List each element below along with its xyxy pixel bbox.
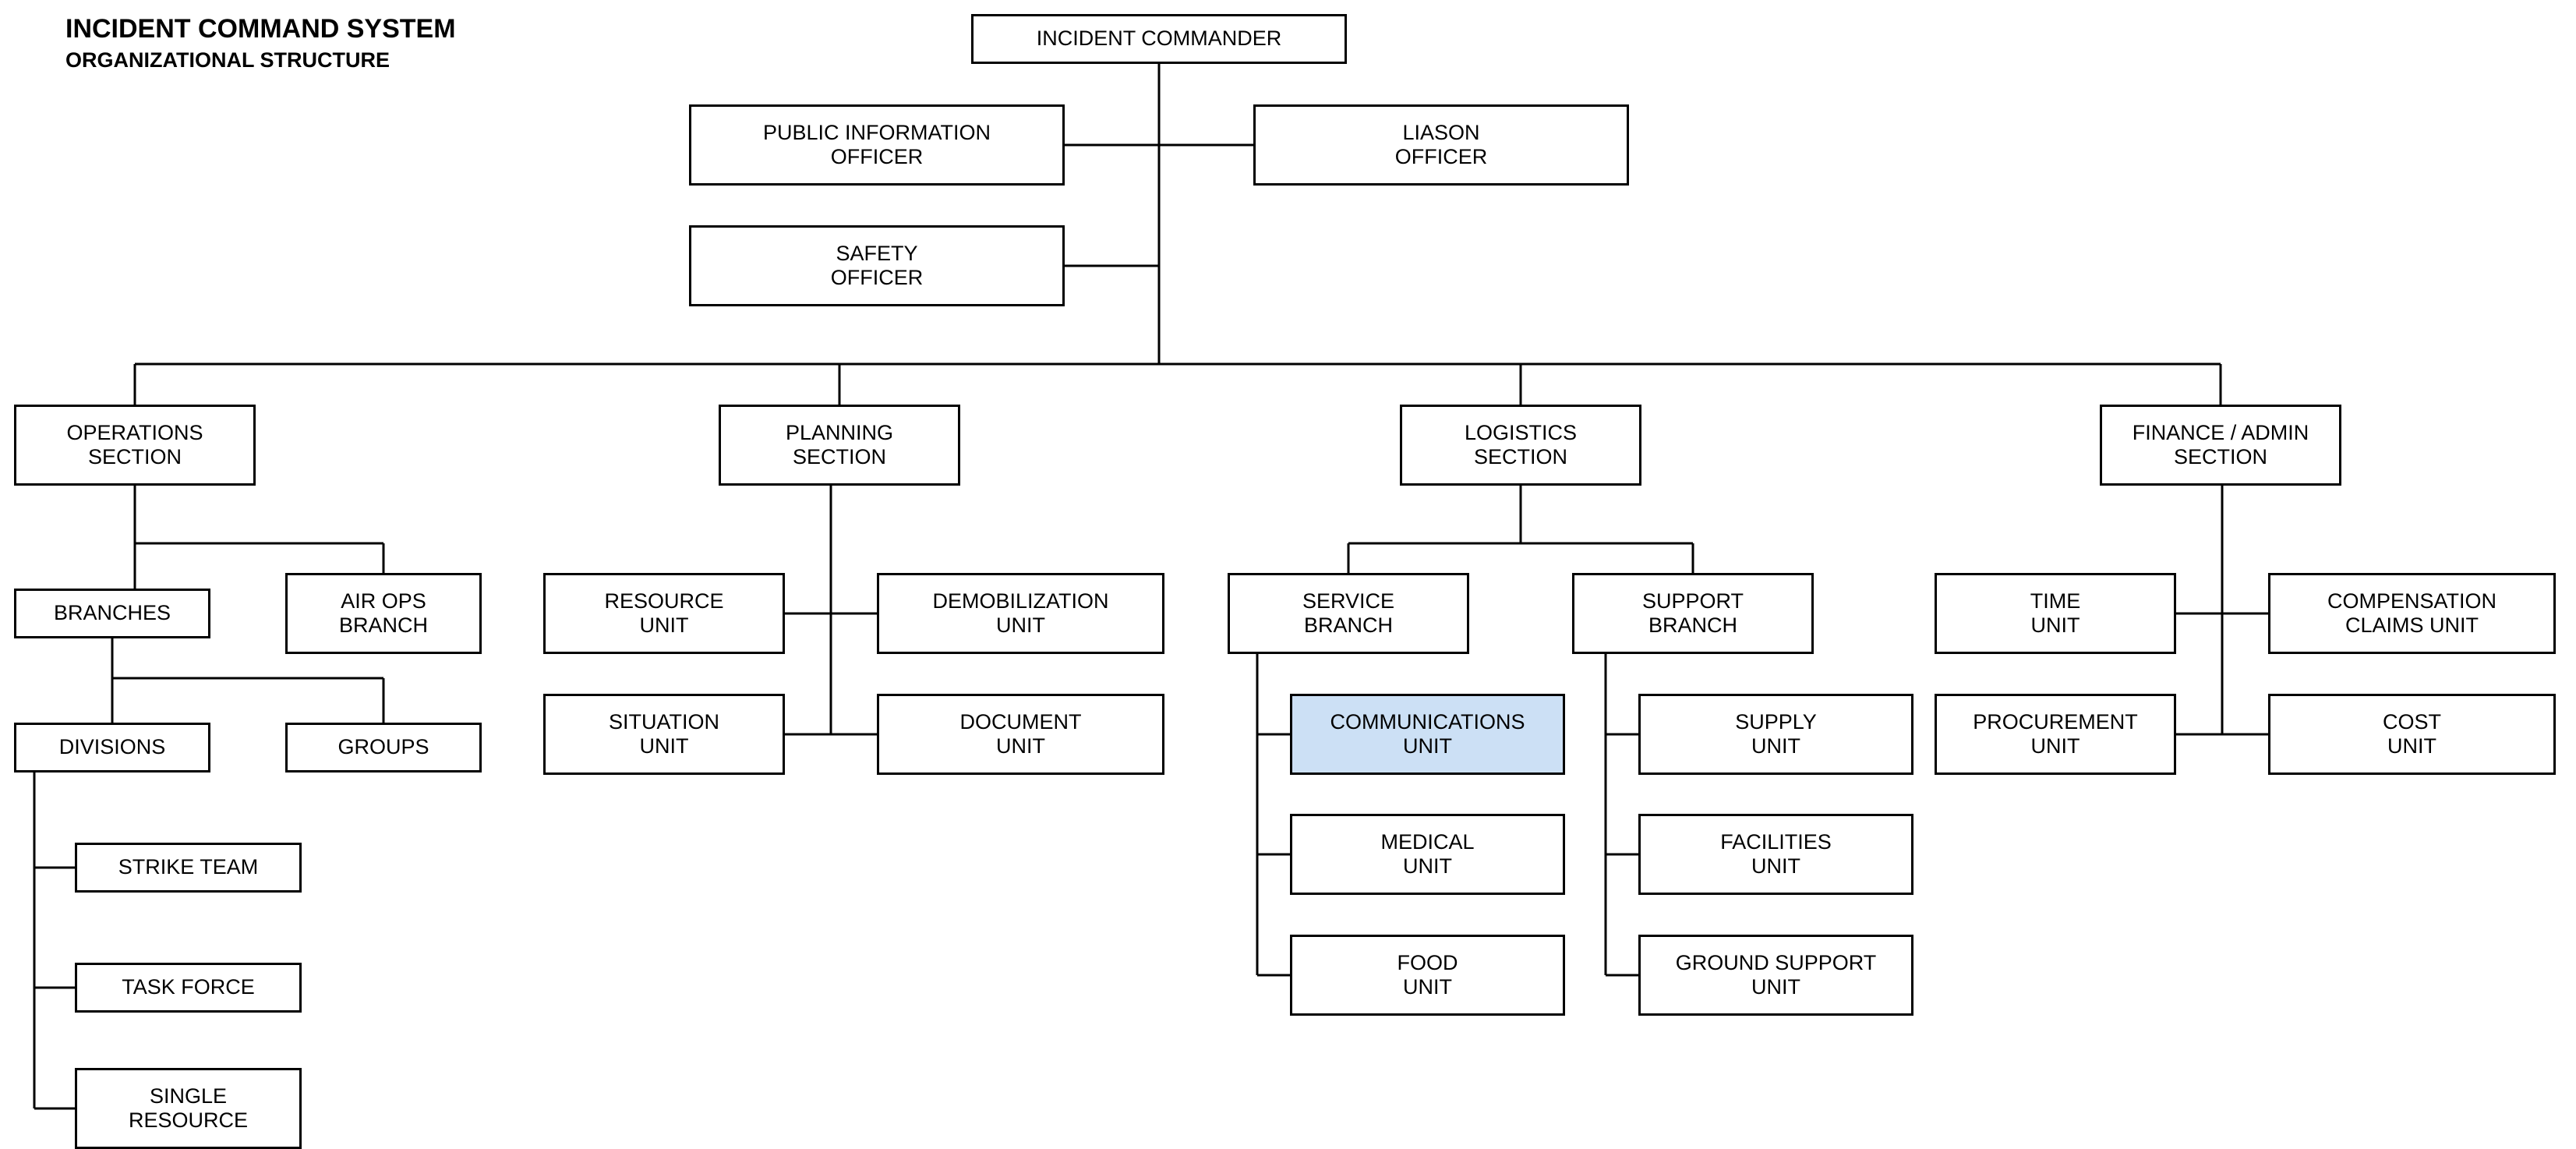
org-node-liaison-officer: LIASON OFFICER (1253, 104, 1629, 186)
org-node-medical-unit: MEDICAL UNIT (1290, 814, 1565, 895)
org-node-operations-section: OPERATIONS SECTION (14, 405, 256, 486)
org-node-incident-commander: INCIDENT COMMANDER (971, 14, 1347, 64)
org-node-planning-section: PLANNING SECTION (719, 405, 960, 486)
org-node-supply-unit: SUPPLY UNIT (1638, 694, 1913, 775)
org-node-communications-unit: COMMUNICATIONS UNIT (1290, 694, 1565, 775)
org-node-public-info-officer: PUBLIC INFORMATION OFFICER (689, 104, 1065, 186)
org-node-food-unit: FOOD UNIT (1290, 935, 1565, 1016)
org-node-time-unit: TIME UNIT (1935, 573, 2176, 654)
org-node-resource-unit: RESOURCE UNIT (543, 573, 785, 654)
org-node-finance-admin-section: FINANCE / ADMIN SECTION (2100, 405, 2341, 486)
org-node-procurement-unit: PROCUREMENT UNIT (1935, 694, 2176, 775)
org-node-facilities-unit: FACILITIES UNIT (1638, 814, 1913, 895)
org-node-groups: GROUPS (285, 723, 482, 772)
org-node-logistics-section: LOGISTICS SECTION (1400, 405, 1641, 486)
org-node-service-branch: SERVICE BRANCH (1228, 573, 1469, 654)
org-node-document-unit: DOCUMENT UNIT (877, 694, 1164, 775)
org-node-ground-support-unit: GROUND SUPPORT UNIT (1638, 935, 1913, 1016)
org-node-cost-unit: COST UNIT (2268, 694, 2556, 775)
org-node-air-ops-branch: AIR OPS BRANCH (285, 573, 482, 654)
org-node-single-resource: SINGLE RESOURCE (75, 1068, 302, 1149)
org-node-safety-officer: SAFETY OFFICER (689, 225, 1065, 306)
org-node-compensation-claims-unit: COMPENSATION CLAIMS UNIT (2268, 573, 2556, 654)
org-node-branches: BRANCHES (14, 589, 210, 638)
org-node-demobilization-unit: DEMOBILIZATION UNIT (877, 573, 1164, 654)
org-node-situation-unit: SITUATION UNIT (543, 694, 785, 775)
org-node-strike-team: STRIKE TEAM (75, 843, 302, 893)
org-node-divisions: DIVISIONS (14, 723, 210, 772)
org-node-support-branch: SUPPORT BRANCH (1572, 573, 1814, 654)
org-chart-canvas: INCIDENT COMMAND SYSTEM ORGANIZATIONAL S… (0, 0, 2576, 1134)
org-node-task-force: TASK FORCE (75, 963, 302, 1013)
